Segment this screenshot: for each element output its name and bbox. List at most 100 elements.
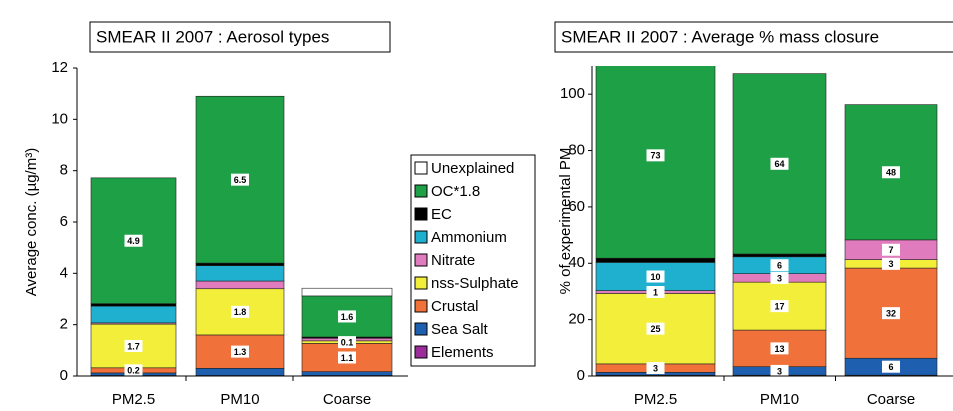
data-label: 3: [777, 273, 782, 283]
bar-segment: [195, 280, 285, 290]
data-label-box: [770, 364, 789, 377]
bar-segment: [90, 303, 177, 307]
data-label: 64: [774, 159, 784, 169]
y-tick-label: 80: [568, 142, 585, 159]
data-label: 3: [777, 366, 782, 376]
data-label: 7: [888, 245, 893, 255]
data-label-box: [646, 362, 665, 375]
data-label-box: [646, 270, 665, 283]
data-label-box: [882, 257, 900, 270]
legend-swatch: [414, 253, 428, 267]
legend-label: Sea Salt: [431, 321, 489, 338]
legend-swatch: [414, 207, 428, 221]
data-label: 73: [650, 151, 660, 161]
bar-segment: [195, 367, 285, 376]
data-label-box: [231, 305, 249, 318]
legend-swatch: [414, 161, 428, 175]
legend-label: Elements: [431, 344, 494, 361]
legend-label: EC: [431, 206, 452, 223]
data-label: 4.9: [127, 236, 140, 246]
bar-segment: [195, 262, 285, 266]
data-label-box: [338, 336, 356, 349]
legend-box: [410, 154, 536, 367]
bar-segment: [90, 305, 177, 324]
data-label-box: [646, 286, 665, 299]
title-box: [89, 21, 391, 53]
legend-swatch: [414, 276, 428, 290]
data-label: 17: [774, 301, 784, 311]
data-label: 10: [650, 272, 660, 282]
legend-label: Ammonium: [431, 229, 507, 246]
data-label-box: [882, 307, 900, 320]
data-label-box: [338, 351, 356, 364]
legend-label: OC*1.8: [431, 183, 480, 200]
data-label-box: [646, 322, 665, 335]
data-label: 25: [650, 324, 660, 334]
data-label: 3: [653, 363, 658, 373]
legend-label: nss-Sulphate: [431, 275, 519, 292]
legend-swatch: [414, 184, 428, 198]
chart-title: SMEAR II 2007 : Average % mass closure: [561, 27, 879, 46]
legend-swatch: [414, 345, 428, 359]
y-tick-label: 2: [60, 316, 68, 333]
y-axis-label: Average conc. (µg/m³): [23, 148, 40, 296]
data-label-box: [124, 234, 143, 247]
data-label-box: [882, 166, 900, 179]
data-label: 0.1: [341, 337, 354, 347]
data-label-box: [882, 243, 900, 256]
data-label: 32: [886, 309, 896, 319]
bar-segment: [595, 257, 716, 263]
data-label: 13: [774, 344, 784, 354]
y-tick-label: 20: [568, 311, 585, 328]
x-tick-label: PM2.5: [634, 391, 677, 408]
data-label-box: [882, 360, 900, 373]
y-tick-label: 100: [560, 85, 585, 102]
data-label: 48: [886, 168, 896, 178]
y-tick-label: 10: [51, 110, 68, 127]
data-label-box: [770, 271, 789, 284]
bar-segment: [195, 265, 285, 282]
data-label: 0.2: [127, 366, 140, 376]
y-tick-label: 0: [577, 367, 585, 384]
data-label: 1.1: [341, 353, 354, 363]
legend-swatch: [414, 322, 428, 336]
y-tick-label: 12: [51, 59, 68, 76]
data-label-box: [770, 259, 789, 272]
data-label: 6: [777, 261, 782, 271]
bar-segment: [595, 66, 716, 259]
data-label: 1: [653, 287, 658, 297]
y-tick-label: 6: [60, 213, 68, 230]
y-tick-label: 40: [568, 254, 585, 271]
data-label: 1.6: [341, 312, 354, 322]
x-tick-label: PM2.5: [112, 391, 155, 408]
x-tick-label: PM10: [760, 391, 799, 408]
y-tick-label: 60: [568, 198, 585, 215]
chart-title: SMEAR II 2007 : Aerosol types: [96, 27, 329, 46]
data-label-box: [124, 364, 143, 377]
data-label-box: [646, 149, 665, 162]
legend-label: Unexplained: [431, 160, 514, 177]
data-label-box: [231, 173, 249, 186]
data-label-box: [770, 157, 789, 170]
bar-segment: [301, 287, 393, 297]
y-axis-label: % of experimental PM: [557, 148, 574, 295]
data-label: 1.7: [127, 341, 140, 351]
data-label: 3: [888, 259, 893, 269]
data-label: 1.3: [234, 347, 247, 357]
data-label-box: [338, 310, 356, 323]
x-tick-label: PM10: [220, 391, 259, 408]
legend-swatch: [414, 299, 428, 313]
data-label-box: [770, 300, 789, 313]
y-tick-label: 8: [60, 162, 68, 179]
title-box: [554, 21, 953, 53]
bar-segment: [301, 371, 393, 376]
legend-label: Crustal: [431, 298, 479, 315]
x-tick-label: Coarse: [323, 391, 371, 408]
y-tick-label: 0: [60, 367, 68, 384]
y-tick-label: 4: [60, 264, 68, 281]
data-label: 6: [888, 362, 893, 372]
data-label-box: [770, 342, 789, 355]
legend-label: Nitrate: [431, 252, 475, 269]
data-label: 6.5: [234, 175, 247, 185]
